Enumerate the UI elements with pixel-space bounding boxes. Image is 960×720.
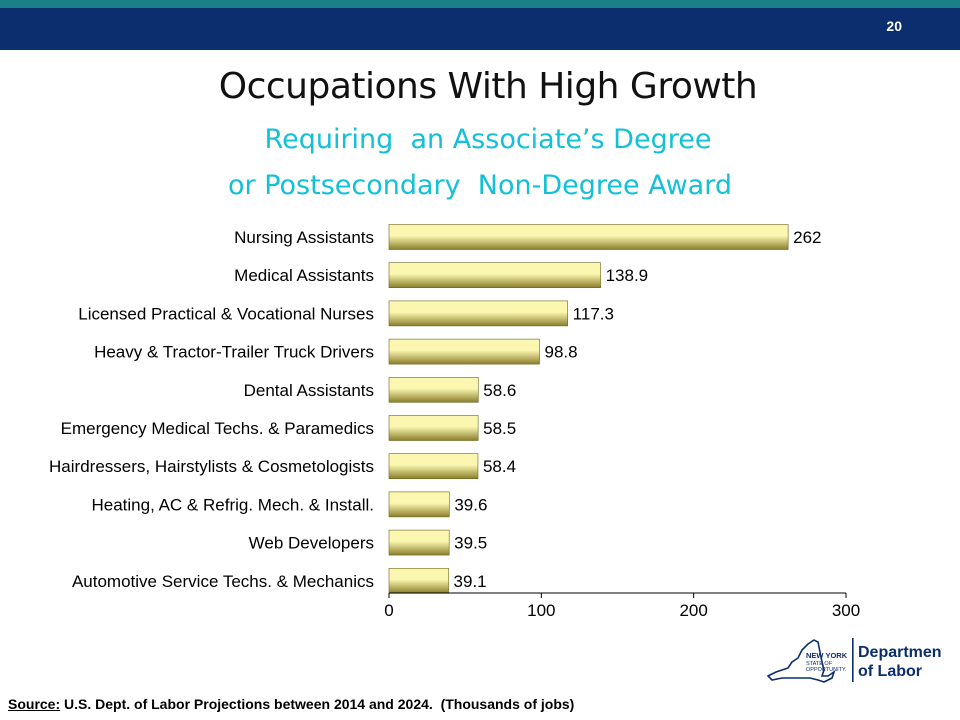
x-tick-label: 200	[679, 601, 707, 620]
data-label: 39.6	[454, 495, 487, 514]
logo-state-line3: OPPORTUNITY.	[806, 667, 847, 673]
header-accent-strip	[0, 0, 960, 8]
logo-divider	[852, 638, 854, 682]
category-label: Web Developers	[249, 534, 374, 553]
data-label: 98.8	[545, 343, 578, 362]
x-tick-label: 100	[527, 601, 555, 620]
source-note: Source: U.S. Dept. of Labor Projections …	[8, 696, 574, 712]
bar-chart: Nursing Assistants 262 Medical Assistants 1…	[49, 224, 860, 620]
bar	[388, 415, 479, 441]
bar	[388, 491, 450, 518]
bar	[388, 262, 601, 289]
source-label: Source:	[8, 696, 61, 712]
slide-subtitle-line2: or Postsecondary Non-Degree Award	[228, 170, 732, 201]
category-label: Heating, AC & Refrig. Mech. & Install.	[91, 495, 374, 514]
bar	[388, 300, 568, 327]
x-tick-label: 0	[384, 601, 393, 620]
category-label: Heavy & Tractor-Trailer Truck Drivers	[94, 343, 374, 362]
category-label: Licensed Practical & Vocational Nurses	[78, 304, 374, 323]
data-label: 58.4	[483, 457, 516, 476]
data-label: 262	[793, 228, 821, 247]
data-label: 39.5	[454, 534, 487, 553]
data-label: 58.6	[483, 381, 516, 400]
slide-title: Occupations With High Growth	[218, 66, 758, 107]
category-label: Medical Assistants	[234, 266, 374, 285]
logo-state-line2: STATE OF	[806, 661, 833, 667]
header-bar	[0, 8, 960, 50]
data-label: 39.1	[454, 572, 487, 591]
category-label: Automotive Service Techs. & Mechanics	[72, 572, 374, 591]
category-label: Dental Assistants	[244, 381, 374, 400]
category-label: Hairdressers, Hairstylists & Cosmetologi…	[49, 457, 374, 476]
department-of-labor-logo: NEW YORK STATE OF OPPORTUNITY. Departmen…	[766, 638, 942, 683]
bar	[388, 453, 479, 479]
logo-state-line1: NEW YORK	[806, 651, 848, 660]
new-york-state-outline-icon	[766, 639, 836, 683]
bar	[388, 567, 449, 594]
data-label: 138.9	[606, 266, 649, 285]
slide-subtitle-line1: Requiring an Associate’s Degree	[264, 124, 712, 155]
logo-dept-line1: Department	[858, 644, 942, 661]
bar	[388, 224, 789, 250]
data-label: 117.3	[573, 304, 614, 323]
source-text: U.S. Dept. of Labor Projections between …	[60, 696, 575, 712]
data-label: 58.5	[483, 419, 516, 438]
bar	[388, 377, 479, 403]
x-tick-label: 300	[832, 601, 860, 620]
category-label: Emergency Medical Techs. & Paramedics	[61, 419, 374, 438]
category-label: Nursing Assistants	[234, 228, 374, 247]
bar	[388, 529, 450, 556]
logo-dept-line2: of Labor	[858, 663, 922, 680]
slide-number: 20	[886, 18, 902, 34]
bar	[388, 338, 540, 365]
